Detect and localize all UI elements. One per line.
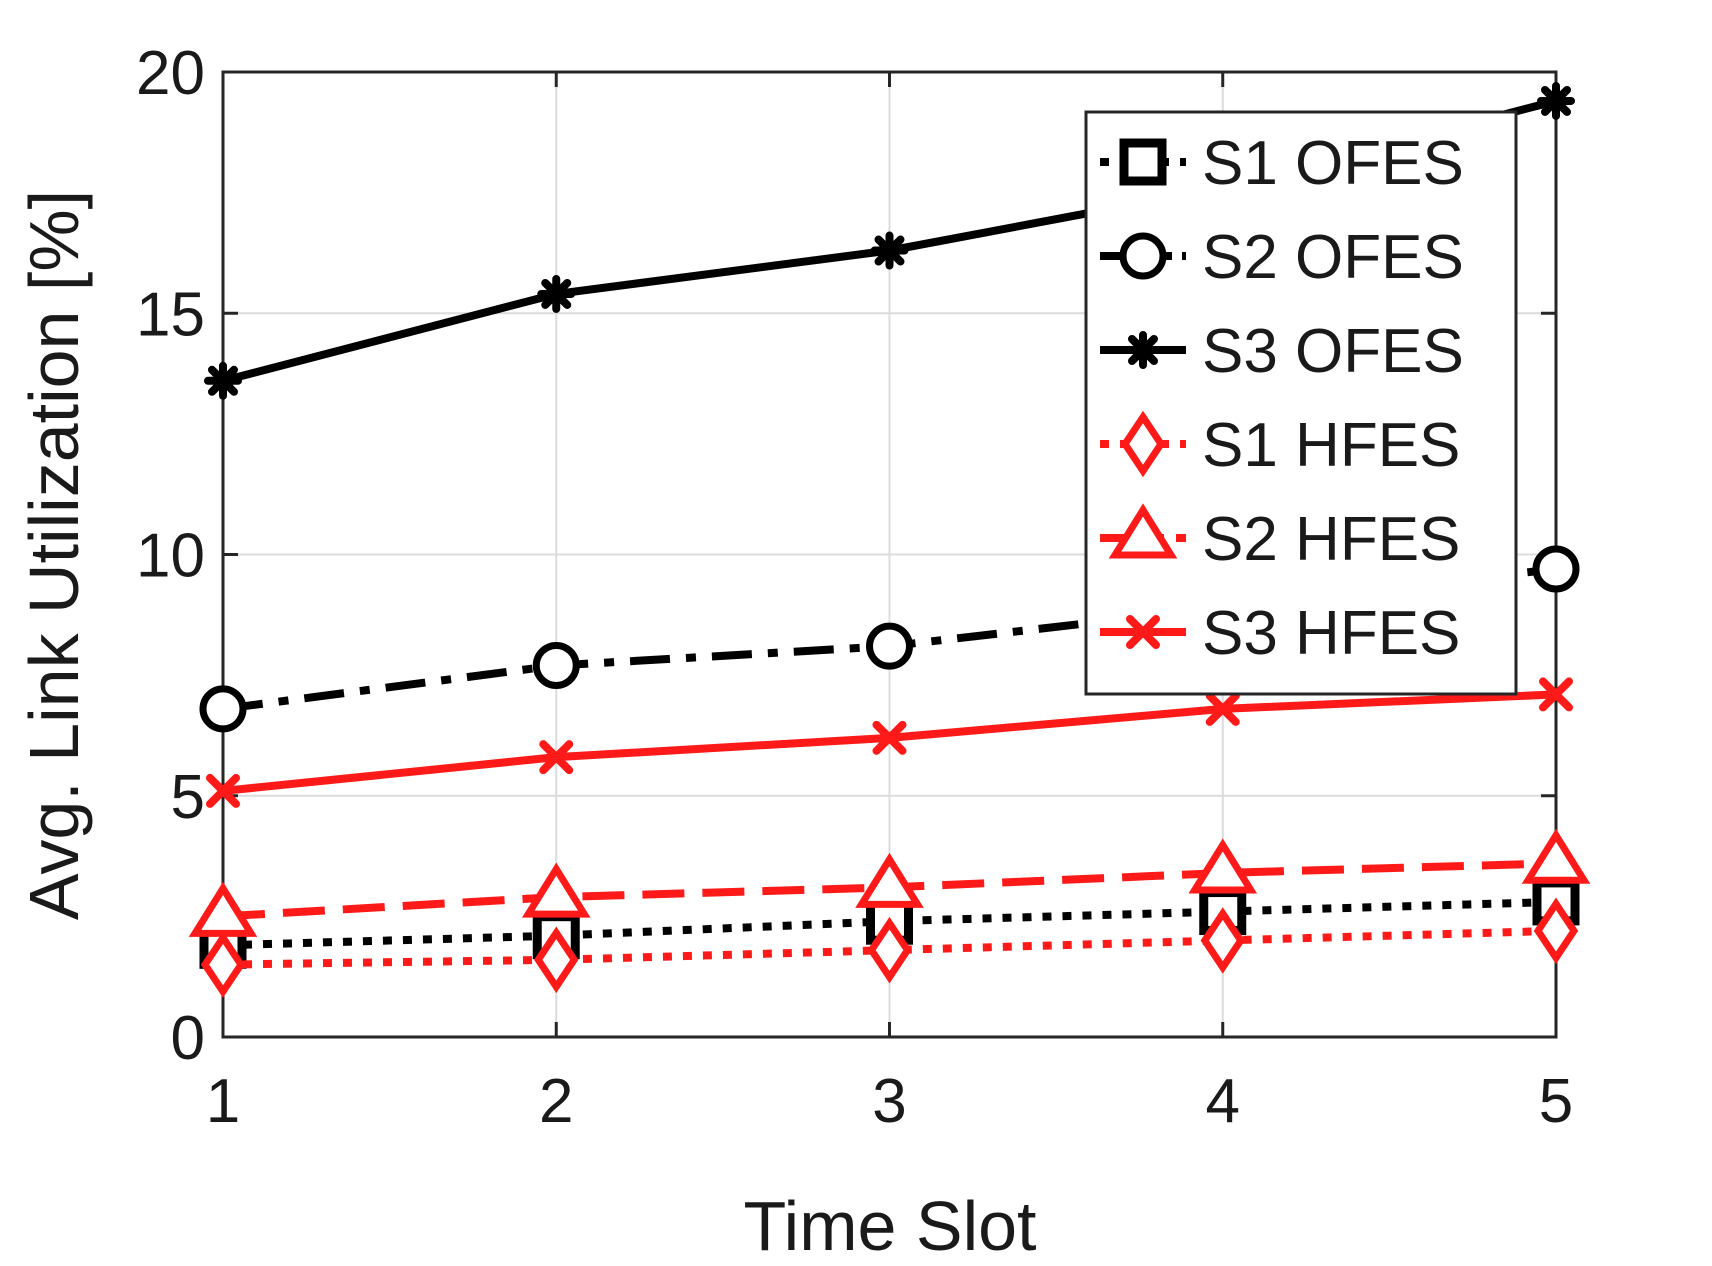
x-tick-label: 4: [1206, 1067, 1240, 1136]
legend-marker: [1120, 410, 1166, 478]
data-point: [534, 926, 579, 994]
y-tick-label: 20: [136, 39, 205, 108]
y-tick-label: 0: [171, 1004, 205, 1073]
legend-label: S1 HFES: [1202, 411, 1460, 480]
legend-label: S2 HFES: [1202, 505, 1460, 574]
data-point: [867, 916, 912, 984]
y-tick-label: 10: [136, 522, 205, 591]
y-axis-title: Avg. Link Utilization [%]: [15, 190, 93, 920]
data-point: [521, 862, 591, 918]
legend-marker: [1119, 138, 1167, 186]
x-axis-title: Time Slot: [743, 1187, 1036, 1265]
x-tick-label: 2: [539, 1067, 573, 1136]
data-point: [537, 274, 576, 313]
data-point: [188, 881, 258, 937]
series-group: [188, 81, 1591, 998]
data-point: [870, 231, 909, 270]
legend-item-s1-ofes: S1 OFES: [1100, 129, 1464, 198]
legend-marker: [1124, 331, 1162, 369]
legend-label: S3 OFES: [1202, 317, 1464, 386]
series-s1-hfes: [200, 897, 1579, 998]
legend-marker: [1108, 503, 1178, 559]
data-point: [539, 740, 574, 775]
data-point: [1532, 545, 1580, 593]
data-point: [206, 773, 240, 808]
data-point: [1533, 897, 1579, 965]
x-tick-label: 5: [1539, 1067, 1573, 1136]
legend-marker: [1119, 232, 1167, 280]
data-point: [199, 685, 247, 733]
data-point: [1200, 907, 1245, 974]
data-point: [532, 641, 580, 689]
series-s3-hfes: [206, 677, 1573, 808]
legend-item-s1-hfes: S1 HFES: [1100, 410, 1460, 480]
series-s2-hfes: [188, 828, 1591, 937]
legend-label: S2 OFES: [1202, 223, 1464, 292]
legend-item-s3-hfes: S3 HFES: [1100, 599, 1460, 668]
data-point: [1537, 81, 1575, 120]
legend-item-s2-ofes: S2 OFES: [1100, 223, 1464, 292]
data-point: [1188, 838, 1258, 894]
legend-item-s2-hfes: S2 HFES: [1100, 503, 1460, 574]
legend-item-s3-ofes: S3 OFES: [1100, 317, 1464, 386]
y-tick-label: 15: [136, 280, 205, 349]
data-point: [866, 622, 913, 670]
data-point: [1539, 677, 1573, 712]
y-tick-label: 5: [171, 763, 205, 832]
data-point: [204, 361, 242, 400]
x-tick-label: 3: [872, 1067, 906, 1136]
legend: S1 OFES S2 OFES S3 OFES S1 HFES S2 HFES S3 HF…: [1084, 110, 1518, 696]
legend-label: S1 OFES: [1202, 129, 1464, 198]
data-point: [855, 852, 924, 908]
legend-marker: [1126, 615, 1160, 649]
data-point: [1521, 828, 1591, 884]
data-point: [1205, 691, 1240, 726]
data-point: [200, 931, 246, 998]
axes: 1 2 3 4 5 0 5 10 15 20: [136, 39, 1573, 1136]
legend-box: [1084, 110, 1518, 696]
x-tick-label: 1: [206, 1067, 240, 1136]
data-point: [872, 720, 907, 755]
legend-label: S3 HFES: [1202, 599, 1460, 668]
